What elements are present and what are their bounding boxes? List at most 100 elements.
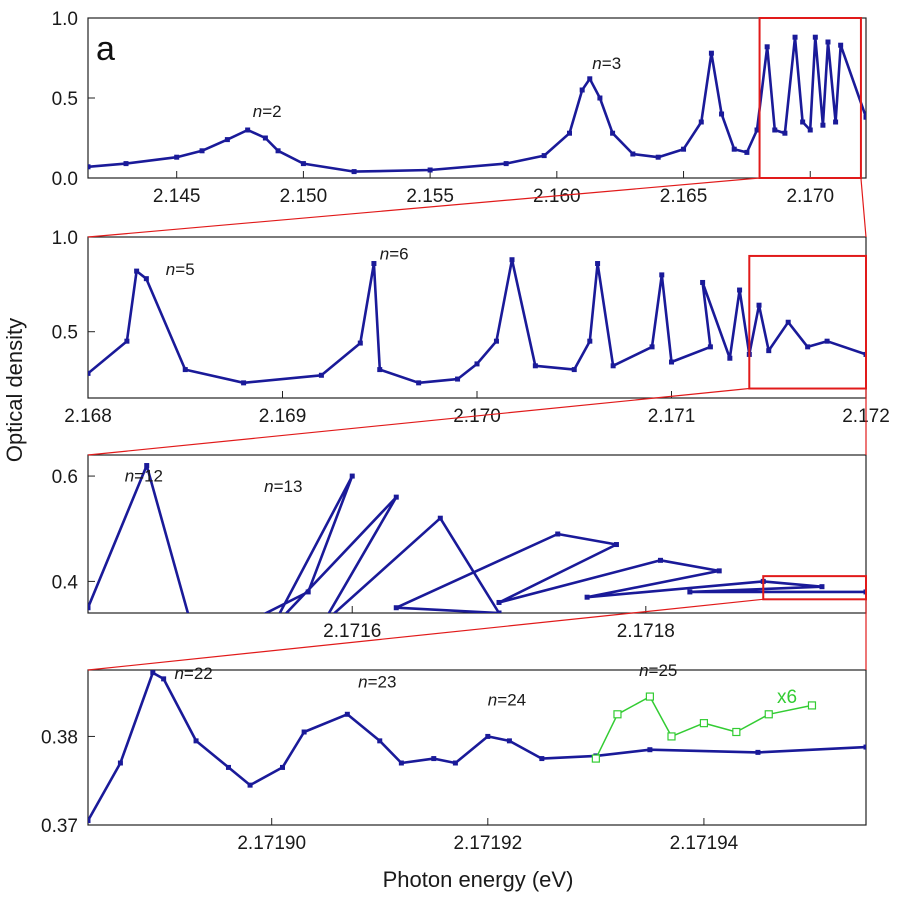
data-point	[755, 749, 761, 755]
y-tick-label: 0.37	[41, 816, 78, 837]
data-point	[772, 127, 778, 133]
data-point	[863, 351, 866, 357]
scale-factor-label: x6	[777, 687, 797, 708]
peak-label-index: =2	[262, 102, 281, 121]
data-point	[88, 605, 91, 611]
peak-label-index: =25	[649, 661, 678, 680]
data-point	[597, 95, 603, 101]
peak-label-index: =13	[274, 477, 303, 496]
peak-label-n: n	[592, 54, 601, 73]
y-tick-label: 0.5	[52, 89, 78, 110]
data-point	[754, 127, 760, 133]
peak-label: n=23	[358, 673, 396, 692]
data-point	[584, 594, 590, 600]
peak-label-n: n	[358, 673, 367, 692]
data-point	[820, 122, 826, 128]
peak-label: n=6	[380, 245, 409, 264]
data-point	[716, 568, 722, 574]
x-tick-label: 2.145	[153, 186, 201, 207]
x-axis-title: Photon energy (eV)	[383, 867, 574, 892]
peak-label: n=3	[592, 54, 621, 73]
data-point	[431, 756, 437, 762]
data-point	[117, 760, 123, 766]
data-point	[532, 363, 538, 369]
data-point-x6	[613, 710, 622, 719]
data-point	[756, 302, 762, 308]
data-point	[812, 34, 818, 40]
zoom-connector-left	[87, 387, 750, 456]
peak-label: n=22	[174, 664, 212, 683]
data-point	[262, 135, 268, 141]
data-point	[225, 764, 231, 770]
data-point	[539, 756, 545, 762]
data-point	[437, 515, 443, 521]
data-point	[782, 130, 788, 136]
data-point	[764, 44, 770, 50]
data-point	[496, 610, 502, 613]
y-tick-label: 1.0	[52, 9, 78, 30]
peak-label-n: n	[125, 466, 134, 485]
data-point	[224, 137, 230, 143]
data-point	[825, 39, 831, 45]
data-point	[123, 161, 129, 167]
data-point	[657, 557, 663, 563]
data-point	[509, 257, 515, 263]
data-point-x6	[645, 692, 654, 701]
data-point	[555, 531, 561, 537]
data-point	[610, 130, 616, 136]
data-point-x6	[667, 732, 676, 741]
peak-label: n=5	[166, 260, 195, 279]
data-point	[819, 584, 825, 590]
peak-label-index: =12	[134, 466, 163, 485]
peak-label: n=25	[639, 661, 677, 680]
data-point	[188, 621, 193, 626]
peak-label-n: n	[488, 690, 497, 709]
x-tick-label: 2.169	[259, 406, 307, 427]
series-line	[88, 258, 866, 385]
data-point	[571, 367, 577, 373]
data-point	[800, 119, 806, 125]
x-tick-label: 2.160	[533, 186, 581, 207]
peak-label: n=13	[264, 477, 302, 496]
data-point	[134, 268, 140, 274]
data-point	[687, 589, 693, 595]
data-point	[144, 463, 150, 469]
data-point	[377, 367, 383, 373]
data-point	[707, 344, 713, 350]
data-point	[280, 764, 285, 770]
data-point	[503, 161, 509, 167]
x-tick-label: 2.168	[64, 406, 112, 427]
data-point	[344, 711, 350, 717]
zoom-box	[748, 254, 867, 390]
data-point	[247, 782, 253, 788]
data-point	[647, 747, 653, 753]
x-tick-label: 2.150	[280, 186, 328, 207]
data-point	[744, 149, 750, 155]
data-point	[150, 670, 156, 676]
data-point	[630, 151, 636, 157]
data-point	[88, 818, 91, 824]
y-tick-label: 0.5	[52, 323, 78, 344]
data-point	[863, 114, 866, 120]
y-tick-label: 0.6	[52, 467, 78, 488]
data-point	[416, 380, 422, 386]
data-point	[506, 738, 512, 744]
data-point-x6	[764, 710, 773, 719]
data-point	[579, 87, 585, 93]
peak-label-index: =24	[497, 690, 526, 709]
data-point	[393, 605, 399, 611]
data-point	[785, 319, 791, 325]
data-point	[838, 42, 844, 48]
peak-label-index: =6	[389, 245, 408, 264]
peak-label-n: n	[174, 664, 183, 683]
data-point	[377, 738, 383, 744]
data-point	[805, 344, 811, 350]
panel-1: 2.145 2.150 2.155 2.160 2.165 2.170 0.0 0.5 1.0 n…	[52, 9, 867, 207]
data-point	[655, 154, 661, 160]
data-point	[863, 744, 866, 750]
data-point	[427, 167, 433, 173]
data-point	[349, 473, 355, 479]
data-point	[301, 729, 307, 735]
